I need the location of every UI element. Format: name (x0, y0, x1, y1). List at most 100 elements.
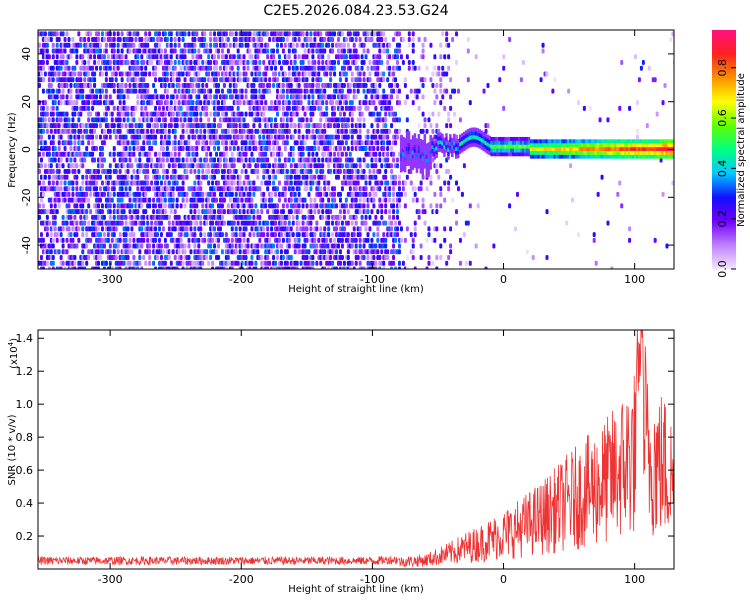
heatmap-cell (335, 266, 339, 269)
heatmap-cell (159, 180, 163, 186)
heatmap-cell (289, 226, 293, 232)
heatmap-cell (51, 255, 55, 261)
heatmap-cell (104, 134, 108, 140)
heatmap-cell (87, 220, 91, 226)
heatmap-cell (193, 134, 197, 140)
heatmap-cell (216, 54, 220, 60)
heatmap-cell (120, 123, 124, 129)
heatmap-cell (213, 117, 217, 123)
heatmap-cell (193, 168, 197, 174)
heatmap-cell (148, 260, 152, 266)
heatmap-cell (358, 197, 362, 203)
heatmap-cell (159, 134, 163, 140)
heatmap-cell (73, 260, 77, 266)
heatmap-cell (59, 232, 63, 238)
heatmap-cell (59, 157, 63, 163)
heatmap-cell (150, 60, 154, 66)
heatmap-cell (301, 117, 305, 123)
heatmap-cell (93, 71, 97, 77)
heatmap-cell (102, 128, 106, 134)
heatmap-cell (85, 191, 89, 197)
heatmap-cell (197, 60, 201, 66)
heatmap-cell (120, 186, 124, 192)
heatmap-cell (336, 123, 340, 129)
heatmap-cell (102, 243, 106, 249)
heatmap-cell (209, 243, 213, 249)
heatmap-cell (122, 100, 126, 106)
heatmap-cell (195, 146, 199, 152)
heatmap-cell (394, 77, 398, 83)
heatmap-cell (305, 54, 309, 60)
heatmap-cell (354, 197, 358, 203)
heatmap-cell (254, 94, 258, 100)
heatmap-cell (112, 151, 116, 157)
heatmap-cell (45, 214, 49, 220)
heatmap-cell (203, 37, 207, 43)
heatmap-cell (81, 88, 85, 94)
heatmap-cell (112, 82, 116, 88)
heatmap-cell (248, 105, 252, 111)
heatmap-cell (386, 77, 390, 83)
heatmap-cell (376, 94, 380, 100)
heatmap-cell (169, 42, 173, 48)
heatmap-cell (323, 151, 327, 157)
heatmap-cell (327, 42, 331, 48)
heatmap-cell (87, 71, 91, 77)
heatmap-cell (325, 111, 329, 117)
heatmap-cell (169, 31, 173, 37)
heatmap-cell (165, 100, 169, 106)
heatmap-cell (366, 65, 370, 71)
heatmap-cell (100, 146, 104, 152)
heatmap-cell (297, 134, 301, 140)
heatmap-cell (49, 37, 53, 43)
heatmap-cell (331, 220, 335, 226)
heatmap-cell (173, 88, 177, 94)
heatmap-cell (399, 226, 403, 232)
heatmap-cell (154, 88, 158, 94)
heatmap-cell (311, 151, 315, 157)
heatmap-cell (159, 220, 163, 226)
heatmap-cell (146, 220, 150, 226)
heatmap-cell (285, 140, 289, 146)
heatmap-cell (234, 42, 238, 48)
heatmap-cell (358, 260, 362, 266)
heatmap-cell (340, 140, 344, 146)
heatmap-cell (268, 77, 272, 83)
heatmap-cell (342, 111, 346, 117)
heatmap-cell (207, 54, 211, 60)
heatmap-cell (108, 94, 112, 100)
heatmap-cell (75, 232, 79, 238)
heatmap-cell (258, 123, 262, 129)
heatmap-cell (392, 197, 396, 203)
heatmap-cell (216, 180, 220, 186)
heatmap-cell (295, 140, 299, 146)
heatmap-cell (171, 249, 175, 255)
heatmap-cell (297, 54, 301, 60)
heatmap-cell (348, 82, 352, 88)
heatmap-cell (238, 226, 242, 232)
heatmap-cell (118, 128, 122, 134)
heatmap-cell (59, 255, 63, 261)
heatmap-cell (366, 105, 370, 111)
heatmap-cell (79, 71, 83, 77)
heatmap-cell (260, 100, 264, 106)
heatmap-cell (89, 191, 93, 197)
heatmap-cell (207, 260, 211, 266)
heatmap-cell (144, 71, 148, 77)
heatmap-cell (293, 249, 297, 255)
heatmap-cell (327, 186, 331, 192)
heatmap-cell (201, 60, 205, 66)
heatmap-cell (307, 128, 311, 134)
heatmap-cell (150, 100, 154, 106)
heatmap-cell (51, 77, 55, 83)
heatmap-cell (260, 37, 264, 43)
heatmap-cell (258, 214, 262, 220)
heatmap-cell (342, 146, 346, 152)
heatmap-cell (264, 77, 268, 83)
heatmap-cell (47, 134, 51, 140)
heatmap-cell (61, 243, 65, 249)
heatmap-cell (55, 180, 59, 186)
heatmap-cell (85, 174, 89, 180)
heatmap-cell (287, 71, 291, 77)
heatmap-cell (266, 232, 270, 238)
